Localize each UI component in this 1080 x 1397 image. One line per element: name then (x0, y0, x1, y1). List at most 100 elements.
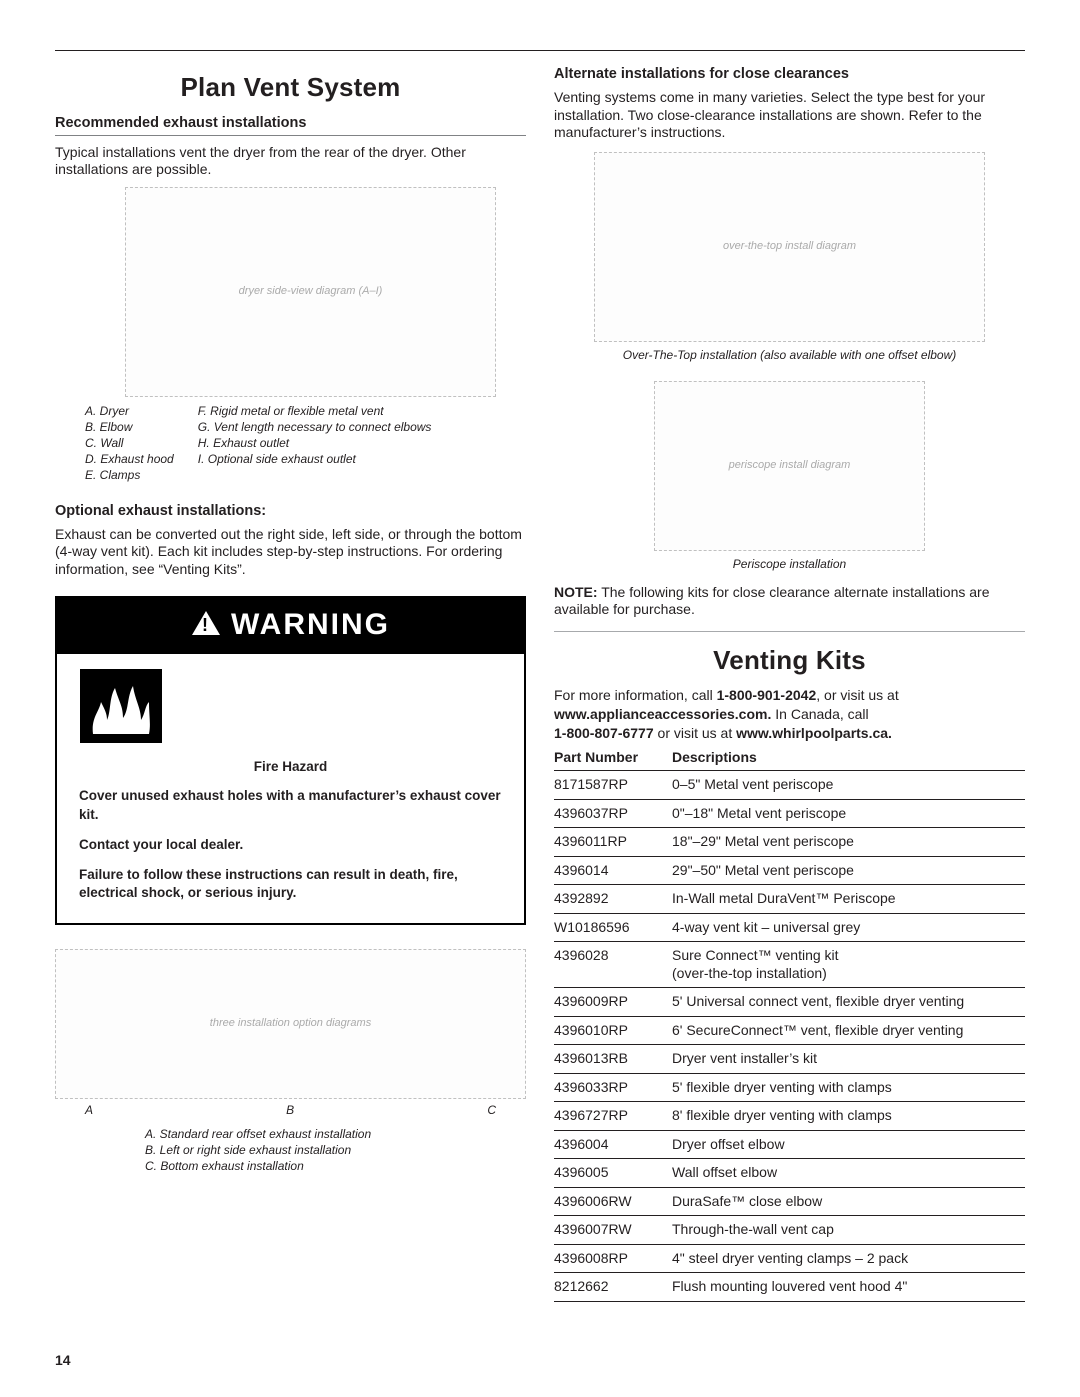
legend-item: G. Vent length necessary to connect elbo… (198, 419, 432, 435)
part-description: 0–5" Metal vent periscope (672, 776, 1025, 794)
part-description: 18"–29" Metal vent periscope (672, 833, 1025, 851)
part-number: 8171587RP (554, 776, 672, 794)
table-row: 4396006RWDuraSafe™ close elbow (554, 1188, 1025, 1217)
kits-phone-1: 1-800-901-2042 (717, 687, 817, 703)
warn-line-3: Failure to follow these instructions can… (79, 866, 502, 902)
venting-kits-title: Venting Kits (554, 644, 1025, 677)
part-description: In-Wall metal DuraVent™ Periscope (672, 890, 1025, 908)
optional-heading: Optional exhaust installations: (55, 502, 526, 520)
warning-box: ! WARNING Fire Hazard Cover unused exhau… (55, 596, 526, 924)
part-number: 4392892 (554, 890, 672, 908)
part-number: 4396004 (554, 1136, 672, 1154)
legend-item: B. Elbow (85, 419, 174, 435)
fig-label-c: C (487, 1103, 496, 1118)
part-number: 4396011RP (554, 833, 672, 851)
table-row: 4396037RP0"–18" Metal vent periscope (554, 800, 1025, 829)
part-description: 4-way vent kit – universal grey (672, 919, 1025, 937)
table-row: 4396033RP5' flexible dryer venting with … (554, 1074, 1025, 1103)
table-row: 4396727RP8' flexible dryer venting with … (554, 1102, 1025, 1131)
part-description: 29"–50" Metal vent periscope (672, 862, 1025, 880)
part-description: Dryer offset elbow (672, 1136, 1025, 1154)
page-number: 14 (55, 1352, 71, 1370)
table-row: 8171587RP0–5" Metal vent periscope (554, 771, 1025, 800)
part-description: Flush mounting louvered vent hood 4" (672, 1278, 1025, 1296)
three-install-legend: A. Standard rear offset exhaust installa… (145, 1126, 526, 1175)
part-number: 4396009RP (554, 993, 672, 1011)
svg-text:!: ! (202, 615, 210, 635)
table-row: 4396011RP18"–29" Metal vent periscope (554, 828, 1025, 857)
part-number: 4396008RP (554, 1250, 672, 1268)
table-row: 8212662Flush mounting louvered vent hood… (554, 1273, 1025, 1302)
part-description: Sure Connect™ venting kit(over-the-top i… (672, 947, 1025, 982)
part-number: 4396037RP (554, 805, 672, 823)
table-row: 4396005Wall offset elbow (554, 1159, 1025, 1188)
table-row: 4396004Dryer offset elbow (554, 1131, 1025, 1160)
fire-icon (79, 668, 502, 749)
right-column: Alternate installations for close cleara… (554, 65, 1025, 1302)
table-row: 4396013RBDryer vent installer’s kit (554, 1045, 1025, 1074)
fig-label-a: A (85, 1103, 93, 1118)
kits-intro: For more information, call 1-800-901-204… (554, 686, 1025, 743)
legend-item: C. Wall (85, 435, 174, 451)
table-row: W101865964-way vent kit – universal grey (554, 914, 1025, 943)
parts-table-body: 8171587RP0–5" Metal vent periscope439603… (554, 771, 1025, 1302)
kits-site-1: www.applianceaccessories.com. (554, 706, 771, 722)
alternate-para: Venting systems come in many varieties. … (554, 89, 1025, 142)
optional-para: Exhaust can be converted out the right s… (55, 526, 526, 579)
part-description: Dryer vent installer’s kit (672, 1050, 1025, 1068)
legend-item: E. Clamps (85, 467, 174, 483)
warning-triangle-icon: ! (191, 608, 221, 646)
legend-left: A. DryerB. ElbowC. WallD. Exhaust hoodE.… (85, 403, 174, 484)
recommended-heading: Recommended exhaust installations (55, 114, 526, 136)
legend-item: H. Exhaust outlet (198, 435, 432, 451)
part-description: 5' flexible dryer venting with clamps (672, 1079, 1025, 1097)
part-number: 4396013RB (554, 1050, 672, 1068)
top-rule (55, 50, 1025, 51)
part-description: 5' Universal connect vent, flexible drye… (672, 993, 1025, 1011)
table-row: 439601429"–50" Metal vent periscope (554, 857, 1025, 886)
part-number: 4396727RP (554, 1107, 672, 1125)
part-description: 4" steel dryer venting clamps – 2 pack (672, 1250, 1025, 1268)
legend-item: B. Left or right side exhaust installati… (145, 1142, 526, 1158)
legend-item: C. Bottom exhaust installation (145, 1158, 526, 1174)
divider (554, 631, 1025, 632)
plan-vent-title: Plan Vent System (55, 71, 526, 104)
warning-header: ! WARNING (57, 598, 524, 654)
kits-phone-2: 1-800-807-6777 (554, 725, 654, 741)
warning-body: Fire Hazard Cover unused exhaust holes w… (57, 654, 524, 923)
warn-line-2: Contact your local dealer. (79, 836, 502, 854)
table-row: 4396008RP4" steel dryer venting clamps –… (554, 1245, 1025, 1274)
table-row: 4396007RWThrough-the-wall vent cap (554, 1216, 1025, 1245)
note-text: The following kits for close clearance a… (554, 584, 990, 618)
table-row: 4396028Sure Connect™ venting kit(over-th… (554, 942, 1025, 988)
part-number: 8212662 (554, 1278, 672, 1296)
legend-item: A. Dryer (85, 403, 174, 419)
hazard-title: Fire Hazard (79, 759, 502, 776)
part-number: 4396006RW (554, 1193, 672, 1211)
part-number: 4396014 (554, 862, 672, 880)
part-number: 4396028 (554, 947, 672, 982)
table-row: 4396010RP6' SecureConnect™ vent, flexibl… (554, 1017, 1025, 1046)
left-column: Plan Vent System Recommended exhaust ins… (55, 65, 526, 1302)
note-line: NOTE: The following kits for close clear… (554, 584, 1025, 619)
diagram-rear-exhaust: dryer side-view diagram (A–I) (125, 187, 496, 397)
diagram-over-the-top: over-the-top install diagram (594, 152, 985, 342)
legend-item: I. Optional side exhaust outlet (198, 451, 432, 467)
part-number: 4396010RP (554, 1022, 672, 1040)
part-description: Through-the-wall vent cap (672, 1221, 1025, 1239)
part-number: W10186596 (554, 919, 672, 937)
warning-word: WARNING (231, 606, 390, 644)
table-row: 4392892In-Wall metal DuraVent™ Periscope (554, 885, 1025, 914)
parts-table-header: Part Number Descriptions (554, 749, 1025, 772)
table-row: 4396009RP5' Universal connect vent, flex… (554, 988, 1025, 1017)
kits-site-2: www.whirlpoolparts.ca. (736, 725, 892, 741)
diagram-three-installations: three installation option diagrams (55, 949, 526, 1099)
fig-labels-row: A B C (55, 1103, 526, 1118)
col-part-number: Part Number (554, 749, 672, 767)
fig-label-b: B (286, 1103, 294, 1118)
part-number: 4396033RP (554, 1079, 672, 1097)
note-label: NOTE: (554, 584, 598, 600)
part-description: 8' flexible dryer venting with clamps (672, 1107, 1025, 1125)
caption-over-the-top: Over-The-Top installation (also availabl… (554, 348, 1025, 363)
part-number: 4396007RW (554, 1221, 672, 1239)
